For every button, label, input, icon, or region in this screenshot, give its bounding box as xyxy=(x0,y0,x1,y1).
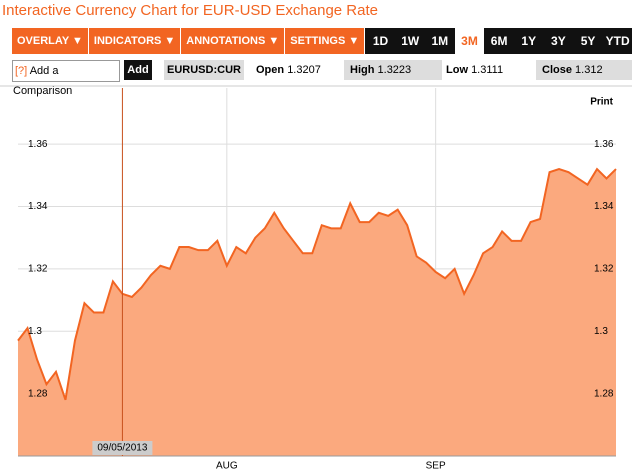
menu-button[interactable]: ANNOTATIONS ▼ xyxy=(181,28,286,54)
menu-button[interactable]: OVERLAY ▼ xyxy=(12,28,89,54)
comparison-input[interactable]: [?] Add a Comparison xyxy=(12,60,120,97)
value: 1.3111 xyxy=(471,64,504,76)
range-button[interactable]: 3Y xyxy=(551,34,566,48)
quote-row: [?] Add a Comparison Add EURUSD:CUR Open… xyxy=(0,58,632,97)
range-button[interactable]: YTD xyxy=(605,34,630,48)
crosshair-label: 09/05/2013 xyxy=(97,443,147,454)
help-icon[interactable]: [?] xyxy=(15,65,28,77)
close: Close 1.312 xyxy=(536,60,632,80)
range-button[interactable]: 1W xyxy=(401,34,420,48)
value: 1.312 xyxy=(575,64,603,76)
y-tick-label: 1.28 xyxy=(28,388,48,399)
page-title: Interactive Currency Chart for EUR-USD E… xyxy=(2,2,378,19)
range-button[interactable]: 1D xyxy=(372,34,389,48)
toolbar: OVERLAY ▼ INDICATORS ▼ ANNOTATIONS ▼ SETTIN… xyxy=(12,28,632,54)
x-tick-label: AUG xyxy=(216,461,238,472)
y-tick-label: 1.32 xyxy=(594,264,614,275)
y-tick-label: 1.28 xyxy=(594,388,614,399)
label: Close xyxy=(542,64,572,76)
y-tick-label: 1.32 xyxy=(28,264,48,275)
range-button[interactable]: 1M xyxy=(431,34,449,48)
y-tick-label: 1.34 xyxy=(28,201,48,212)
area-fill xyxy=(18,169,616,456)
symbol: EURUSD:CUR xyxy=(164,60,244,80)
label: Low xyxy=(446,64,468,76)
open: Open 1.3207 xyxy=(256,60,340,80)
label: High xyxy=(350,64,375,76)
value: 1.3223 xyxy=(377,64,412,76)
add-button[interactable]: Add xyxy=(124,60,152,80)
print-link[interactable]: Print xyxy=(590,97,613,108)
menu-button[interactable]: SETTINGS ▼ xyxy=(285,28,366,54)
low: Low 1.3111 xyxy=(446,60,530,80)
chart: Print AUG SEP 1.28 1.28 1.3 1.3 1.32 1.32 1.34 1.… xyxy=(0,85,632,472)
y-tick-label: 1.36 xyxy=(594,139,614,150)
placeholder: Add a Comparison xyxy=(13,65,73,97)
y-tick-label: 1.3 xyxy=(28,326,42,337)
y-tick-label: 1.3 xyxy=(594,326,608,337)
range-button[interactable]: 3M xyxy=(455,28,484,54)
y-tick-label: 1.36 xyxy=(28,139,48,150)
value: 1.3207 xyxy=(287,64,321,76)
line xyxy=(17,167,617,401)
crosshair-label-bg xyxy=(92,441,153,455)
menu-button[interactable]: INDICATORS ▼ xyxy=(88,28,182,54)
label: Open xyxy=(256,64,285,76)
y-tick-label: 1.34 xyxy=(594,201,614,212)
range-button[interactable]: 6M xyxy=(490,34,508,48)
range-button[interactable]: 1Y xyxy=(521,34,537,48)
range-button[interactable]: 5Y xyxy=(580,34,596,48)
high: High 1.3223 xyxy=(344,60,442,80)
x-tick-label: SEP xyxy=(426,461,446,472)
